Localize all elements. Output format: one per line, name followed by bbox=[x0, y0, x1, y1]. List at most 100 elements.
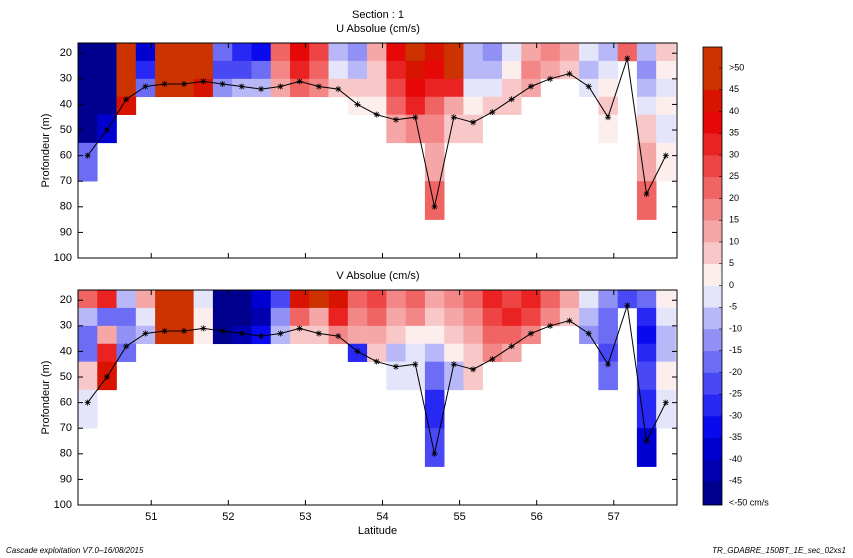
heat-cell bbox=[444, 307, 464, 327]
y-tick-label: 70 bbox=[60, 175, 72, 187]
heat-cell bbox=[656, 43, 676, 62]
heat-cell bbox=[598, 43, 618, 62]
heat-cell bbox=[328, 43, 349, 62]
track-marker bbox=[84, 399, 91, 406]
heat-cell bbox=[251, 43, 272, 62]
heat-cell bbox=[367, 290, 387, 309]
heat-cell bbox=[367, 60, 387, 80]
heat-cell bbox=[424, 96, 445, 115]
heat-cell bbox=[444, 43, 464, 62]
heat-cell bbox=[656, 389, 676, 429]
heat-cell bbox=[540, 60, 561, 80]
heat-cell bbox=[97, 96, 117, 115]
chart-subtitle: V Absolue (cm/s) bbox=[336, 270, 419, 282]
heat-cell bbox=[328, 60, 349, 80]
heat-cell bbox=[309, 43, 329, 62]
x-tick-label: 52 bbox=[222, 511, 234, 523]
y-tick-label: 30 bbox=[60, 73, 72, 85]
heat-cell bbox=[78, 325, 98, 345]
heat-cell bbox=[405, 43, 426, 62]
heat-cell bbox=[347, 307, 368, 327]
track-marker bbox=[431, 450, 438, 457]
heat-cell bbox=[212, 60, 233, 80]
colorbar-band bbox=[703, 372, 722, 395]
heat-cell bbox=[290, 325, 310, 345]
heat-cell bbox=[444, 290, 464, 309]
track-marker bbox=[315, 330, 322, 337]
x-tick-label: 53 bbox=[299, 511, 311, 523]
track-marker bbox=[103, 127, 110, 134]
footer-right: TR_GDABRE_150BT_1E_sec_02xs1 bbox=[712, 546, 846, 555]
heat-cell bbox=[193, 43, 214, 62]
heat-cell bbox=[598, 307, 618, 327]
heat-cell bbox=[424, 142, 445, 182]
heat-cell bbox=[540, 290, 561, 309]
colorbar-label: -15 bbox=[729, 345, 742, 355]
track-marker bbox=[527, 83, 534, 90]
heat-cell bbox=[386, 78, 406, 98]
track-marker bbox=[566, 317, 573, 324]
track-marker bbox=[470, 366, 477, 373]
colorbar-label: 30 bbox=[729, 149, 739, 159]
colorbar-band bbox=[703, 263, 722, 286]
heat-cell bbox=[463, 60, 484, 80]
colorbar-band bbox=[703, 47, 722, 91]
track-marker bbox=[470, 119, 477, 126]
heat-cell bbox=[656, 114, 676, 144]
chart-title: Section : 1 bbox=[352, 9, 404, 21]
colorbar-label: <-50 cm/s bbox=[729, 497, 769, 507]
colorbar-label: -30 bbox=[729, 410, 742, 420]
heat-cell bbox=[309, 290, 329, 309]
heat-cell bbox=[405, 343, 426, 362]
heat-cell bbox=[78, 343, 98, 362]
track-marker bbox=[296, 325, 303, 332]
heat-cell bbox=[444, 343, 464, 362]
heat-cell bbox=[97, 78, 117, 98]
heat-cell bbox=[617, 290, 638, 309]
track-marker bbox=[643, 191, 650, 198]
colorbar-label: -5 bbox=[729, 302, 737, 312]
heat-cell bbox=[463, 78, 484, 98]
heat-cell bbox=[424, 307, 445, 327]
track-marker bbox=[547, 75, 554, 82]
heat-cell bbox=[367, 343, 387, 362]
plot-frame bbox=[77, 42, 678, 259]
heat-cell bbox=[579, 307, 599, 327]
track-marker bbox=[296, 78, 303, 85]
heat-cell bbox=[444, 325, 464, 345]
track-marker bbox=[200, 325, 207, 332]
colorbar-band bbox=[703, 416, 722, 439]
colorbar-band bbox=[703, 459, 722, 482]
track-marker bbox=[624, 55, 631, 62]
heat-cell bbox=[78, 43, 98, 62]
heat-cell bbox=[270, 43, 291, 62]
colorbar-label: -20 bbox=[729, 367, 742, 377]
heat-cell bbox=[424, 114, 445, 144]
heat-cell bbox=[174, 307, 194, 327]
heat-cell bbox=[116, 290, 137, 309]
track-marker bbox=[393, 116, 400, 123]
heat-cell bbox=[636, 343, 657, 362]
colorbar-band bbox=[703, 89, 722, 112]
heat-cell bbox=[502, 290, 522, 309]
heat-cell bbox=[482, 96, 503, 115]
heat-cell bbox=[482, 60, 503, 80]
heat-cell bbox=[482, 290, 503, 309]
heat-cell bbox=[212, 307, 233, 327]
heat-cell bbox=[232, 60, 252, 80]
heat-cell bbox=[405, 60, 426, 80]
colorbar-band bbox=[703, 176, 722, 199]
track-marker bbox=[258, 333, 265, 340]
heat-cell bbox=[78, 60, 98, 80]
heat-cell bbox=[559, 290, 580, 309]
colorbar-band bbox=[703, 350, 722, 373]
heat-cell bbox=[405, 307, 426, 327]
track-marker bbox=[662, 399, 669, 406]
heat-cell bbox=[636, 78, 657, 98]
heat-cell bbox=[598, 78, 618, 98]
heat-cell bbox=[521, 60, 541, 80]
heat-cell bbox=[636, 307, 657, 327]
heat-cell bbox=[424, 343, 445, 362]
track-marker bbox=[277, 330, 284, 337]
x-tick-label: 57 bbox=[608, 511, 620, 523]
